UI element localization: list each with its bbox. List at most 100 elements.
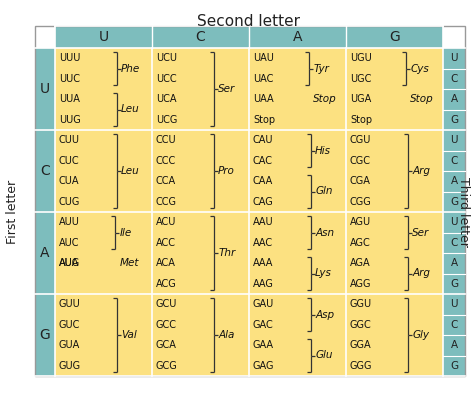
Text: UCG: UCG (156, 115, 177, 125)
Bar (443, 232, 465, 253)
Text: U: U (450, 217, 458, 227)
Text: A: A (293, 30, 302, 44)
Bar (443, 109, 465, 130)
Text: Third letter: Third letter (457, 177, 471, 247)
Bar (443, 212, 465, 232)
Text: GGG: GGG (350, 361, 373, 371)
Bar (443, 89, 465, 109)
Text: CAA: CAA (253, 176, 273, 186)
Bar (35, 212, 55, 294)
Text: Stop: Stop (253, 115, 275, 125)
Text: GUA: GUA (59, 340, 80, 350)
Text: GCU: GCU (156, 299, 177, 309)
Bar (152, 130, 249, 212)
Text: Val: Val (121, 330, 137, 340)
Text: GUC: GUC (59, 320, 81, 330)
Bar (152, 294, 249, 376)
Text: GUU: GUU (59, 299, 81, 309)
Text: First letter: First letter (7, 180, 19, 244)
Text: U: U (450, 299, 458, 309)
Text: UGU: UGU (350, 53, 372, 63)
Text: UCC: UCC (156, 74, 177, 84)
Text: GCA: GCA (156, 340, 177, 350)
Text: CUA: CUA (59, 176, 80, 186)
Bar (249, 294, 346, 376)
Text: GAA: GAA (253, 340, 274, 350)
Text: GGC: GGC (350, 320, 372, 330)
Text: CUG: CUG (59, 197, 81, 207)
Bar (443, 253, 465, 274)
Bar (35, 26, 465, 376)
Text: UUU: UUU (59, 53, 81, 63)
Text: A: A (450, 258, 457, 268)
Text: GUG: GUG (59, 361, 81, 371)
Bar (443, 48, 465, 69)
Text: UGA: UGA (350, 94, 371, 104)
Text: Second letter: Second letter (198, 14, 301, 29)
Text: AGC: AGC (350, 238, 371, 248)
Text: His: His (315, 145, 331, 156)
Text: AAU: AAU (253, 217, 273, 227)
Bar (346, 26, 443, 48)
Text: CAG: CAG (253, 197, 274, 207)
Text: Stop: Stop (350, 115, 372, 125)
Bar (443, 69, 465, 89)
Text: GCG: GCG (156, 361, 178, 371)
Text: UCA: UCA (156, 94, 176, 104)
Bar (249, 26, 346, 48)
Text: C: C (40, 164, 50, 178)
Text: AGU: AGU (350, 217, 371, 227)
Text: Ala: Ala (218, 330, 235, 340)
Bar (35, 130, 55, 212)
Bar (443, 294, 465, 314)
Text: CGG: CGG (350, 197, 372, 207)
Text: A: A (40, 246, 50, 260)
Text: Asp: Asp (315, 309, 334, 320)
Text: G: G (450, 361, 458, 371)
Bar (443, 191, 465, 212)
Text: GCC: GCC (156, 320, 177, 330)
Bar (249, 130, 346, 212)
Text: AGA: AGA (350, 258, 371, 268)
Bar (443, 130, 465, 151)
Text: AUU: AUU (59, 217, 80, 227)
Text: C: C (450, 156, 458, 166)
Text: Leu: Leu (121, 166, 140, 176)
Text: UAC: UAC (253, 74, 273, 84)
Bar (55, 130, 152, 212)
Bar (346, 48, 443, 130)
Text: UGC: UGC (350, 74, 371, 84)
Bar (152, 212, 249, 294)
Text: GAG: GAG (253, 361, 274, 371)
Text: U: U (99, 30, 109, 44)
Text: Met: Met (119, 258, 139, 268)
Text: Leu: Leu (121, 105, 140, 114)
Text: Thr: Thr (218, 248, 236, 258)
Text: UUC: UUC (59, 74, 80, 84)
Text: Lys: Lys (315, 269, 332, 278)
Text: A: A (450, 340, 457, 350)
Text: ACG: ACG (156, 279, 177, 289)
Text: CUC: CUC (59, 156, 80, 166)
Text: AUC: AUC (59, 238, 80, 248)
Text: CCU: CCU (156, 135, 177, 145)
Text: C: C (450, 74, 458, 84)
Bar (249, 48, 346, 130)
Bar (443, 335, 465, 356)
Bar (443, 356, 465, 376)
Text: AAC: AAC (253, 238, 273, 248)
Bar (346, 294, 443, 376)
Text: U: U (450, 135, 458, 145)
Text: U: U (40, 82, 50, 96)
Bar (443, 274, 465, 294)
Text: Gly: Gly (412, 330, 429, 340)
Text: G: G (450, 115, 458, 125)
Text: Stop: Stop (410, 94, 434, 104)
Bar (152, 48, 249, 130)
Text: A: A (450, 94, 457, 104)
Text: AAA: AAA (253, 258, 273, 268)
Text: GGU: GGU (350, 299, 372, 309)
Bar (55, 48, 152, 130)
Text: Ile: Ile (119, 227, 131, 238)
Text: CGU: CGU (350, 135, 371, 145)
